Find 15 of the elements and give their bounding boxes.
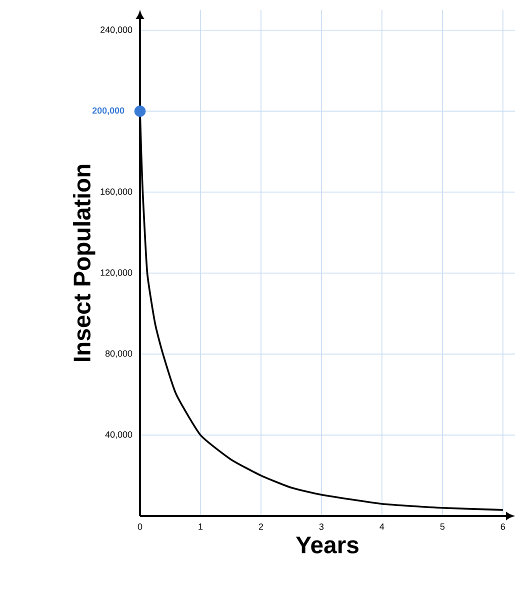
- y-tick-label: 80,000: [105, 350, 132, 358]
- x-tick-label: 4: [380, 524, 384, 530]
- y-tick-label: 40,000: [105, 431, 132, 439]
- x-tick-label: 2: [258, 524, 264, 530]
- x-tick-label: 1: [198, 524, 203, 530]
- y-axis-title: Insect Population: [72, 164, 96, 362]
- x-tick-label: 5: [440, 524, 445, 530]
- y-tick-label: 120,000: [100, 269, 132, 277]
- y-tick-label: 240,000: [100, 26, 132, 34]
- annotation: 200,000: [92, 107, 124, 116]
- x-tick-label: 3: [319, 524, 324, 530]
- y-tick-label: 160,000: [100, 188, 132, 196]
- x-tick-label: 6: [500, 524, 506, 530]
- x-tick-label: 0: [138, 524, 142, 530]
- x-axis-title: Years: [296, 536, 358, 554]
